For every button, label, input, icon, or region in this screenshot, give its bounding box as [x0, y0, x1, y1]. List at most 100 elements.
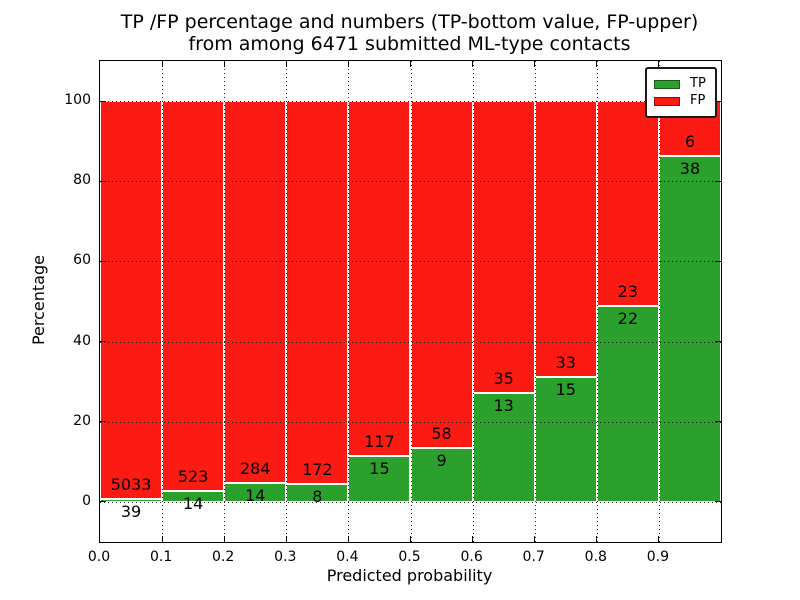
bar-fp-segment — [410, 101, 473, 449]
bar-tp-segment — [410, 448, 473, 502]
bar-fp-segment — [162, 101, 225, 492]
y-tick-label: 100 — [64, 92, 91, 109]
y-tick-right — [715, 421, 721, 423]
x-tick-bottom — [347, 536, 349, 542]
bar-tp-segment — [534, 376, 597, 502]
x-tick-label: 0.7 — [522, 549, 545, 565]
y-tick-left — [100, 100, 106, 102]
x-tick-top — [472, 61, 474, 67]
legend-item-fp: FP — [654, 94, 706, 108]
y-tick-right — [715, 341, 721, 343]
bar-tp-segment — [100, 498, 163, 502]
y-tick-left — [100, 501, 106, 503]
bar-tp-count-label: 8 — [312, 487, 323, 507]
bar-fp-count-label: 284 — [239, 459, 271, 479]
x-tick-label: 0.3 — [274, 549, 297, 565]
chart-title-line1: TP /FP percentage and numbers (TP-bottom… — [120, 11, 699, 33]
x-tick-bottom — [534, 536, 536, 542]
x-tick-label: 0.8 — [584, 549, 607, 565]
legend-item-tp: TP — [654, 77, 706, 91]
bar-fp-count-label: 6 — [684, 131, 696, 151]
bar-tp-count-label: 9 — [436, 451, 447, 471]
legend-swatch-fp-icon — [654, 96, 680, 106]
bar-tp-count-label: 39 — [120, 501, 142, 521]
y-tick-left — [100, 341, 106, 343]
x-tick-top — [596, 61, 598, 67]
bar-tp-count-label: 15 — [369, 459, 390, 479]
x-tick-bottom — [410, 536, 411, 542]
bar-fp-segment — [348, 101, 411, 457]
v-gridline — [286, 61, 288, 542]
v-gridline — [410, 61, 412, 542]
v-gridline — [224, 61, 226, 542]
x-tick-top — [347, 61, 349, 67]
x-tick-label: 0.5 — [398, 549, 421, 565]
v-gridline — [658, 61, 660, 542]
bar-tp-segment — [658, 155, 721, 502]
v-gridline — [472, 61, 474, 542]
bar-tp-segment — [596, 305, 659, 502]
bar-tp-count-label: 13 — [493, 396, 514, 416]
y-tick-label: 60 — [73, 252, 91, 269]
legend-swatch-tp-icon — [654, 79, 680, 89]
x-tick-top — [223, 61, 225, 67]
x-tick-top — [658, 61, 660, 67]
bar-tp-segment — [472, 393, 535, 502]
bar-tp-count-label: 38 — [679, 158, 701, 178]
y-tick-label: 40 — [73, 332, 91, 349]
y-tick-label: 0 — [82, 492, 91, 509]
bar-fp-segment — [224, 101, 287, 484]
bar-tp-count-label: 15 — [555, 379, 576, 399]
x-tick-bottom — [658, 536, 660, 542]
bar-fp-count-label: 58 — [431, 424, 452, 444]
y-tick-right — [715, 180, 721, 182]
y-tick-right — [715, 260, 721, 262]
x-axis-label: Predicted probability — [326, 566, 493, 585]
x-tick-bottom — [285, 536, 287, 542]
v-gridline — [534, 61, 536, 542]
legend: TP FP — [645, 67, 717, 118]
y-tick-right — [715, 100, 721, 102]
y-tick-left — [100, 421, 106, 423]
chart-title: TP /FP percentage and numbers (TP-bottom… — [99, 11, 720, 55]
bar-fp-count-label: 23 — [617, 281, 639, 301]
plot-area: 5033 39 523 14 284 14 172 8 117 15 58 9 35 13 33 15 23 22… — [99, 60, 722, 543]
chart-title-line2: from among 6471 submitted ML-type contac… — [188, 33, 631, 55]
x-tick-bottom — [472, 536, 474, 542]
x-tick-label: 0.2 — [212, 549, 235, 565]
x-tick-top — [534, 61, 536, 67]
v-gridline — [596, 61, 598, 542]
y-tick-right — [715, 501, 721, 503]
x-tick-label: 0.4 — [336, 549, 359, 565]
x-tick-label: 0.1 — [149, 549, 173, 565]
legend-label-tp: TP — [690, 76, 706, 91]
x-tick-bottom — [596, 536, 598, 542]
bar-fp-count-label: 35 — [493, 369, 514, 389]
x-tick-label: 0.9 — [646, 549, 670, 565]
y-tick-label: 80 — [73, 172, 91, 189]
bar-fp-count-label: 33 — [555, 352, 576, 372]
x-tick-top — [410, 61, 411, 67]
legend-label-fp: FP — [690, 93, 706, 108]
x-tick-label: 0.6 — [460, 549, 483, 565]
plot-area-wrapper: 5033 39 523 14 284 14 172 8 117 15 58 9 35 13 33 15 23 22… — [64, 60, 722, 543]
x-tick-bottom — [161, 536, 163, 542]
v-gridline — [348, 61, 350, 542]
y-axis-label: Percentage — [29, 255, 48, 346]
bar-tp-count-label: 14 — [182, 494, 204, 514]
y-tick-label: 20 — [73, 412, 91, 429]
x-tick-label: 0.0 — [87, 549, 111, 565]
bar-tp-count-label: 22 — [617, 308, 639, 328]
bar-fp-segment — [596, 101, 659, 306]
x-tick-top — [285, 61, 287, 67]
bar-fp-count-label: 523 — [177, 467, 209, 487]
bar-fp-segment — [472, 101, 535, 394]
bar-fp-segment — [534, 101, 597, 377]
bar-fp-segment — [100, 101, 163, 499]
bar-fp-count-label: 172 — [302, 460, 333, 480]
x-tick-bottom — [223, 536, 225, 542]
bar-fp-count-label: 5033 — [110, 474, 152, 494]
y-tick-left — [100, 260, 106, 262]
y-tick-left — [100, 180, 106, 182]
